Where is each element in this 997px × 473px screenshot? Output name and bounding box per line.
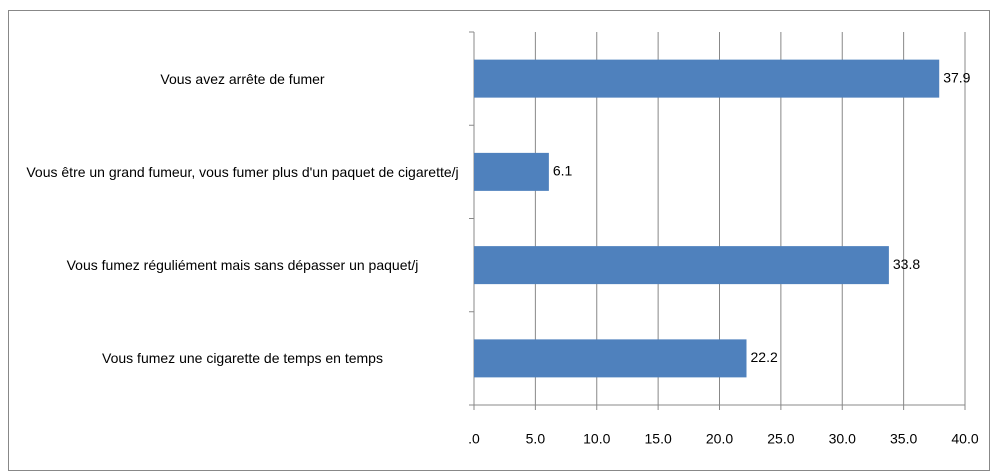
x-tick-label: 35.0 bbox=[890, 431, 917, 447]
bar bbox=[474, 152, 549, 191]
bar bbox=[474, 246, 889, 285]
y-tick-label: Vous avez arrête de fumer bbox=[160, 70, 325, 87]
data-label: 6.1 bbox=[553, 163, 573, 179]
x-tick-label: 20.0 bbox=[706, 431, 733, 447]
bar bbox=[474, 339, 747, 378]
y-label-box: Vous fumez réguliément mais sans dépasse… bbox=[66, 257, 419, 274]
bar bbox=[474, 59, 940, 98]
data-label: 22.2 bbox=[751, 349, 778, 365]
x-tick-label: 15.0 bbox=[645, 431, 672, 447]
y-label-box: Vous avez arrête de fumer bbox=[160, 70, 325, 87]
y-tick-label: Vous être un grand fumeur, vous fumer pl… bbox=[26, 163, 459, 180]
x-tick-label: .0 bbox=[468, 431, 480, 447]
x-tick-label: 30.0 bbox=[829, 431, 856, 447]
y-label-box: Vous fumez une cigarette de temps en tem… bbox=[102, 350, 383, 367]
data-label: 37.9 bbox=[943, 69, 970, 85]
x-tick-label: 40.0 bbox=[951, 431, 978, 447]
y-tick-label: Vous fumez réguliément mais sans dépasse… bbox=[66, 257, 419, 274]
x-tick-label: 25.0 bbox=[767, 431, 794, 447]
x-tick-label: 10.0 bbox=[583, 431, 610, 447]
x-tick-label: 5.0 bbox=[526, 431, 546, 447]
y-label-box: Vous être un grand fumeur, vous fumer pl… bbox=[26, 163, 459, 180]
data-label: 33.8 bbox=[893, 256, 920, 272]
y-tick-label: Vous fumez une cigarette de temps en tem… bbox=[102, 350, 383, 367]
